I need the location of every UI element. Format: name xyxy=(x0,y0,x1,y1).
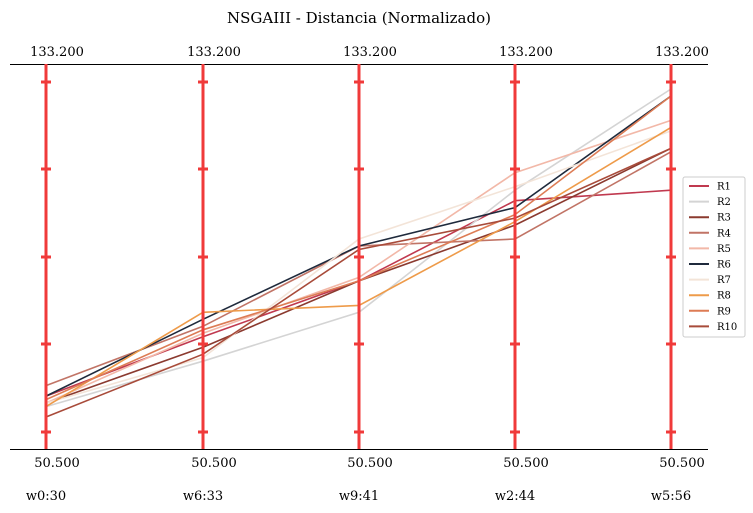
axis-min-label: 50.500 xyxy=(347,456,393,471)
legend: R1 R2 R3 R4 R5 R6 R7 R8 R9 R10 xyxy=(682,176,746,338)
legend-label-r7: R7 xyxy=(717,275,731,286)
chart-title: NSGAIII - Distancia (Normalizado) xyxy=(227,9,491,27)
axes xyxy=(41,64,676,449)
legend-label-r6: R6 xyxy=(717,260,731,271)
legend-label-r10: R10 xyxy=(717,322,737,333)
axis-name-label: w6:33 xyxy=(183,489,223,504)
axis-max-label: 133.200 xyxy=(187,45,241,60)
axis-name-label: w2:44 xyxy=(495,489,535,504)
axis-max-label: 133.200 xyxy=(499,45,553,60)
legend-label-r1: R1 xyxy=(717,182,731,193)
axis-max-label: 133.200 xyxy=(655,45,709,60)
axis-min-label: 50.500 xyxy=(503,456,549,471)
legend-label-r9: R9 xyxy=(717,306,731,317)
axis-max-label: 133.200 xyxy=(30,45,84,60)
axis-labels: 133.200 50.500 w0:30 133.200 50.500 w6:33 133.… xyxy=(26,45,709,504)
legend-label-r2: R2 xyxy=(717,197,731,208)
legend-label-r8: R8 xyxy=(717,291,731,302)
legend-label-r5: R5 xyxy=(717,244,731,255)
axis-name-label: w5:56 xyxy=(651,489,691,504)
legend-label-r3: R3 xyxy=(717,213,731,224)
legend-label-r4: R4 xyxy=(717,228,731,239)
axis-min-label: 50.500 xyxy=(34,456,80,471)
axis-min-label: 50.500 xyxy=(659,456,705,471)
axis-min-label: 50.500 xyxy=(191,456,237,471)
axis-name-label: w0:30 xyxy=(26,489,66,504)
axis-max-label: 133.200 xyxy=(343,45,397,60)
axis-name-label: w9:41 xyxy=(339,489,379,504)
